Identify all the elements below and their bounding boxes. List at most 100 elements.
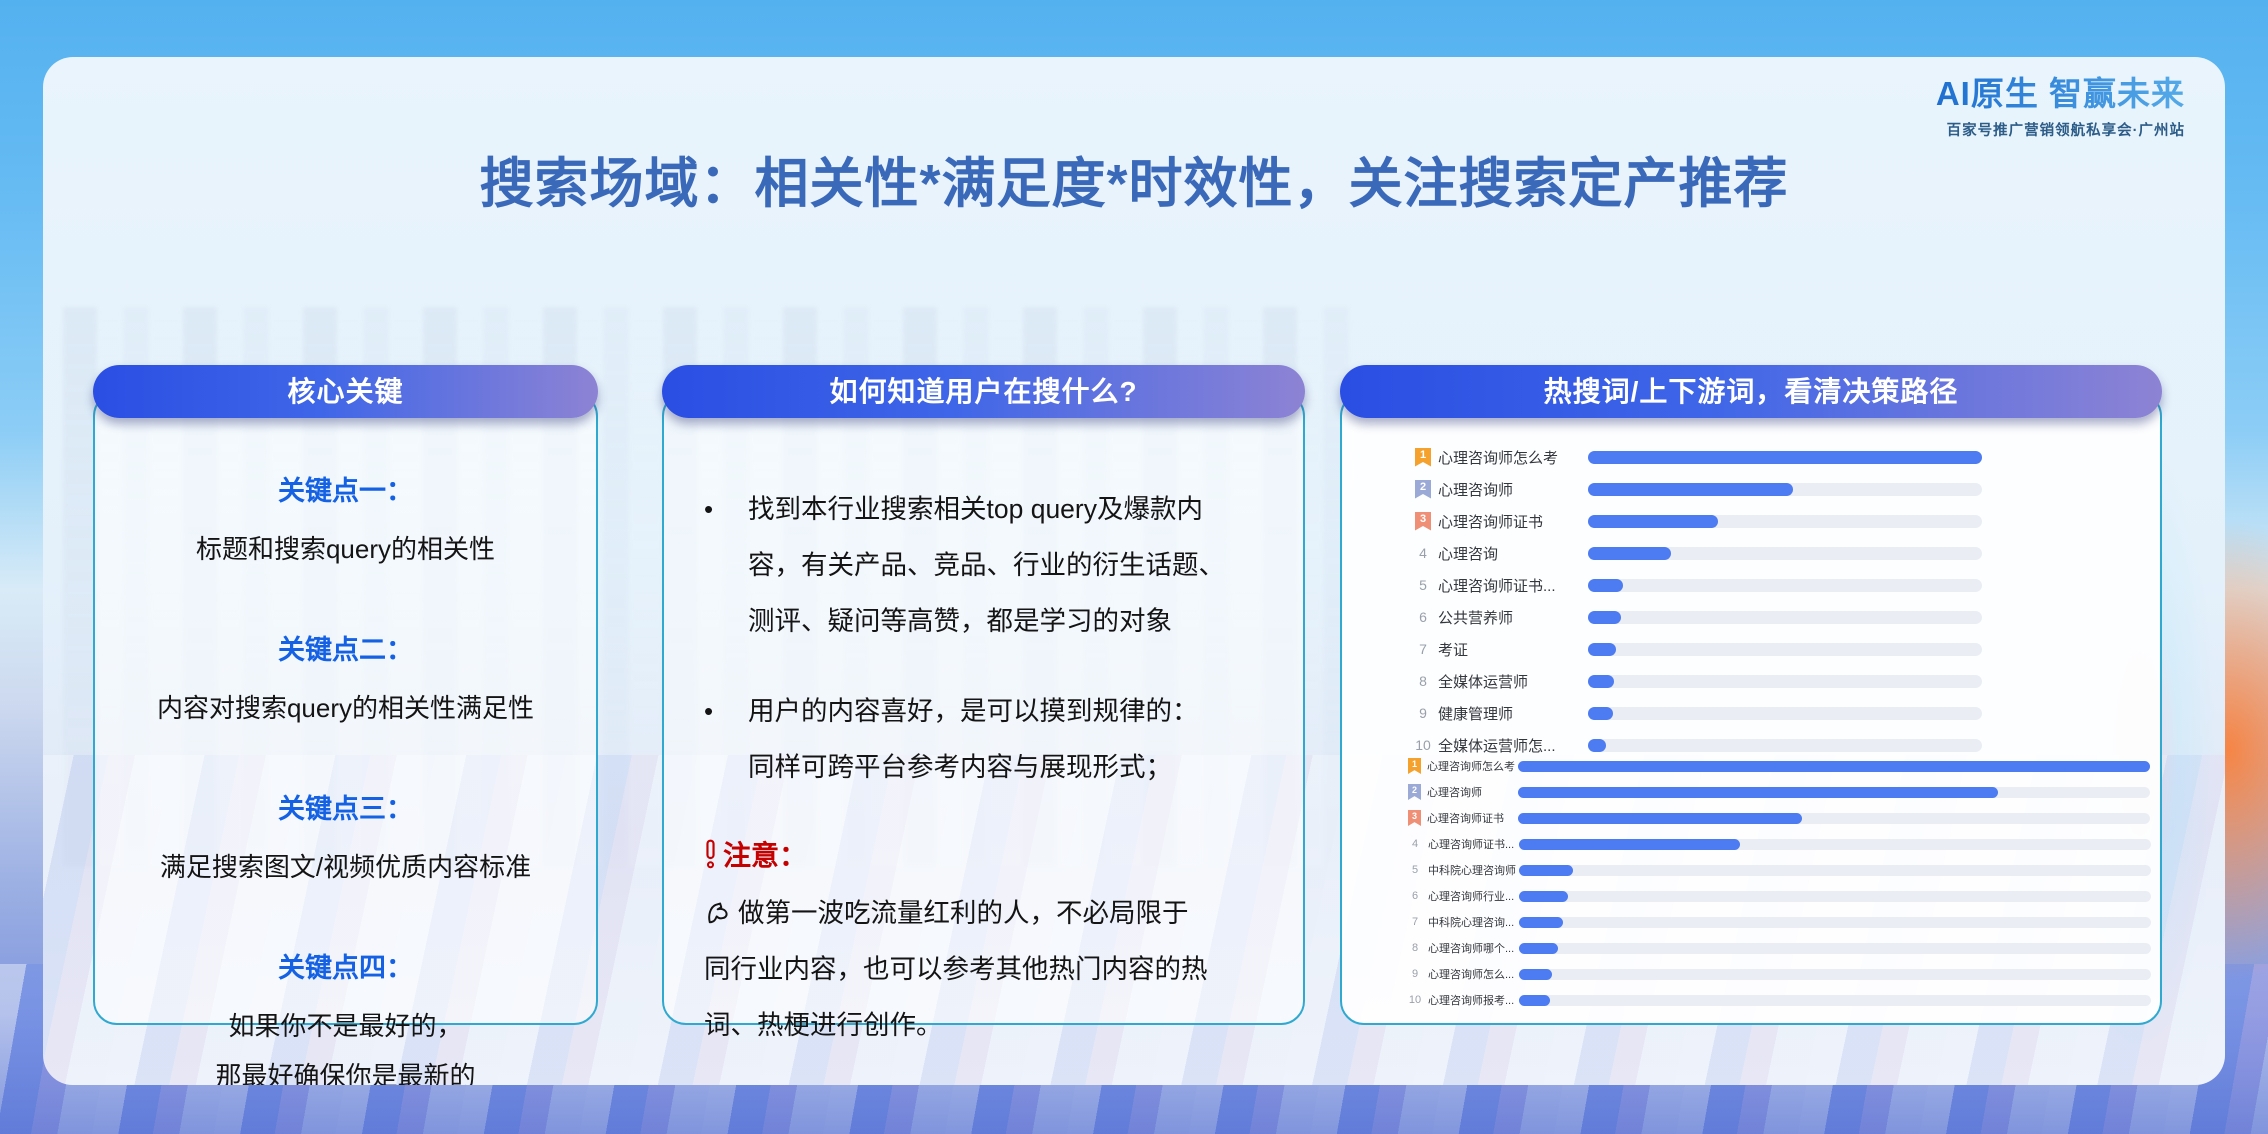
rank-number: 8: [1411, 942, 1419, 954]
bar-track: [1588, 674, 1982, 688]
bar-track: [1588, 738, 1982, 752]
rank-number: 5: [1411, 864, 1419, 876]
keyword-label: 心理咨询师怎么...: [1428, 969, 1515, 981]
bar-track: [1518, 760, 2150, 772]
bar-fill: [1519, 916, 1564, 928]
column-core-keys: 关键点一： 标题和搜索query的相关性 关键点二： 内容对搜索query的相关…: [93, 365, 598, 1085]
chart-row: 5 心理咨询师证书...: [1342, 569, 2160, 601]
keyword-label: 中科院心理咨询...: [1428, 917, 1515, 929]
page-title: 搜索场域：相关性*满足度*时效性，关注搜索定产推荐: [479, 154, 1789, 214]
bar-fill: [1588, 546, 1671, 560]
chart-row: 8 全媒体运营师: [1342, 665, 2160, 697]
bar-track: [1588, 482, 1982, 496]
keypoint-1-label: 关键点一：: [278, 476, 413, 506]
bar-track: [1588, 546, 1982, 560]
hot-words-chart-top: 1 心理咨询师怎么考 2 心理咨询师 3 心理咨询师证书: [1342, 441, 2160, 761]
bar-track: [1519, 838, 2151, 850]
bar-fill: [1588, 482, 1793, 496]
bar-track: [1588, 514, 1982, 528]
rank-badge: 2: [1415, 479, 1431, 499]
bar-fill: [1588, 450, 1982, 464]
bullet-2-text: 用户的内容喜好，是可以摸到规律的： 同样可跨平台参考内容与展现形式；: [748, 696, 1199, 782]
chart-row: 2 心理咨询师: [1342, 779, 2160, 805]
note-paragraph-text: 做第一波吃流量红利的人，不必局限于 同行业内容，也可以参考其他热门内容的热 词、…: [704, 898, 1208, 1040]
column-user-search: • 找到本行业搜索相关top query及爆款内 容，有关产品、竞品、行业的衍生…: [662, 365, 1305, 1040]
rank-number: 4: [1419, 545, 1427, 561]
keypoint-4-label: 关键点四：: [278, 953, 413, 983]
bar-fill: [1519, 968, 1552, 980]
chart-row: 4 心理咨询师证书...: [1342, 831, 2160, 857]
keyword-label: 心理咨询师哪个...: [1428, 943, 1515, 955]
note-heading: 注意：: [704, 835, 1273, 873]
rank-badge: 3: [1408, 810, 1421, 826]
keypoint-2-label: 关键点二：: [278, 635, 413, 665]
rank-badge: 1: [1415, 447, 1431, 467]
bar-fill: [1588, 706, 1613, 720]
bullet-1-text: 找到本行业搜索相关top query及爆款内 容，有关产品、竞品、行业的衍生话题…: [748, 494, 1225, 636]
bullet-dot: •: [704, 494, 714, 524]
keypoint-3: 关键点三： 满足搜索图文/视频优质内容标准: [95, 787, 596, 892]
chart-row: 10 心理咨询师报考...: [1342, 987, 2160, 1013]
rank-badge: 3: [1415, 511, 1431, 531]
bar-track: [1519, 864, 2151, 876]
keyword-label: 公共营养师: [1438, 609, 1514, 627]
bar-fill: [1518, 786, 1999, 798]
chart-row: 9 健康管理师: [1342, 697, 2160, 729]
core-keys-panel: 关键点一： 标题和搜索query的相关性 关键点二： 内容对搜索query的相关…: [93, 392, 598, 1085]
keyword-label: 心理咨询师: [1427, 787, 1482, 799]
chart-row: 1 心理咨询师怎么考: [1342, 753, 2160, 779]
rank-number: 9: [1419, 705, 1427, 721]
chart-row: 6 心理咨询师行业...: [1342, 883, 2160, 909]
bar-track: [1519, 890, 2151, 902]
exclamation-icon: [706, 839, 715, 869]
keyword-label: 心理咨询: [1438, 545, 1499, 563]
bar-fill: [1588, 514, 1719, 528]
rank-number: 10: [1408, 994, 1422, 1006]
bar-track: [1518, 786, 2150, 798]
core-keys-header-pill: 核心关键: [93, 365, 598, 418]
keyword-label: 心理咨询师证书...: [1428, 839, 1515, 851]
bullet-dot: •: [704, 696, 714, 726]
chart-row: 5 中科院心理咨询师: [1342, 857, 2160, 883]
bar-fill: [1518, 760, 2150, 772]
keypoint-1-text: 标题和搜索query的相关性: [195, 534, 496, 564]
keyword-label: 心理咨询师证书: [1438, 513, 1544, 531]
keypoint-2: 关键点二： 内容对搜索query的相关性满足性: [95, 628, 596, 733]
bar-fill: [1519, 942, 1559, 954]
bar-fill: [1588, 610, 1622, 624]
keypoint-3-text: 满足搜索图文/视频优质内容标准: [159, 852, 532, 882]
column-hot-words: 1 心理咨询师怎么考 2 心理咨询师 3 心理咨询师证书: [1340, 365, 2162, 1025]
bar-fill: [1519, 864, 1573, 876]
bullet-item-1: • 找到本行业搜索相关top query及爆款内 容，有关产品、竞品、行业的衍生…: [704, 481, 1273, 649]
bar-fill: [1519, 890, 1569, 902]
keyword-label: 全媒体运营师怎...: [1438, 737, 1556, 755]
user-search-panel: • 找到本行业搜索相关top query及爆款内 容，有关产品、竞品、行业的衍生…: [662, 392, 1305, 1040]
bar-track: [1588, 610, 1982, 624]
rank-number: 7: [1411, 916, 1419, 928]
keyword-label: 心理咨询师证书...: [1438, 577, 1556, 595]
bar-track: [1588, 578, 1982, 592]
bar-track: [1518, 812, 2150, 824]
bar-fill: [1519, 994, 1550, 1006]
rank-number: 8: [1419, 673, 1427, 689]
chart-row: 9 心理咨询师怎么...: [1342, 961, 2160, 987]
bar-track: [1519, 942, 2151, 954]
bar-track: [1519, 994, 2151, 1006]
brand-logo-title: AI原生 智赢未来: [1936, 67, 2185, 115]
keyword-label: 中科院心理咨询师: [1428, 865, 1516, 877]
hot-words-header-pill: 热搜词/上下游词，看清决策路径: [1340, 365, 2162, 418]
rank-number: 9: [1411, 968, 1419, 980]
chart-row: 4 心理咨询: [1342, 537, 2160, 569]
chart-row: 7 考证: [1342, 633, 2160, 665]
rank-number: 6: [1411, 890, 1419, 902]
keypoint-1: 关键点一： 标题和搜索query的相关性: [95, 469, 596, 574]
chart-row: 1 心理咨询师怎么考: [1342, 441, 2160, 473]
chart-row: 6 公共营养师: [1342, 601, 2160, 633]
rank-number: 7: [1419, 641, 1427, 657]
keyword-label: 心理咨询师: [1438, 481, 1514, 499]
keyword-label: 心理咨询师怎么考: [1438, 449, 1559, 467]
bar-fill: [1518, 812, 1803, 824]
chart-row: 3 心理咨询师证书: [1342, 505, 2160, 537]
bullet-item-2: • 用户的内容喜好，是可以摸到规律的： 同样可跨平台参考内容与展现形式；: [704, 683, 1273, 795]
